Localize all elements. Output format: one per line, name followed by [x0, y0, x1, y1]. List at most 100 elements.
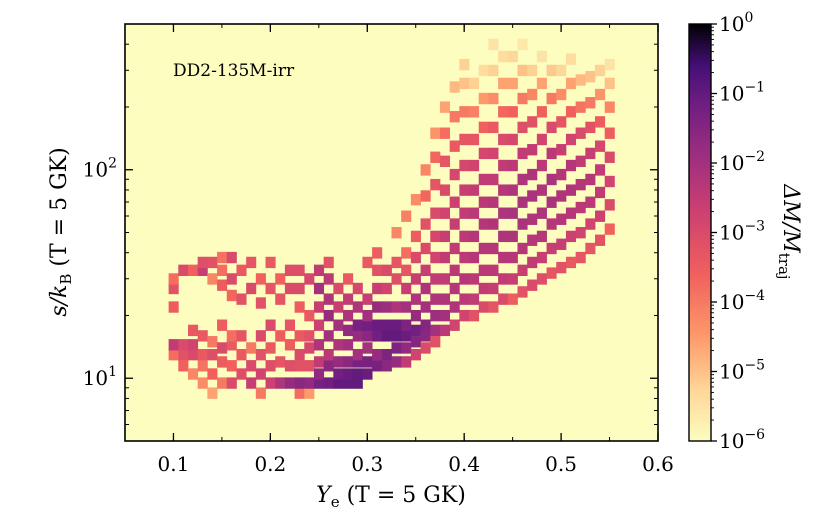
heatmap-cell [420, 164, 431, 176]
heatmap-cell [575, 178, 586, 191]
heatmap-cell [478, 121, 489, 134]
heatmap-cell [556, 144, 567, 156]
heatmap-cell [187, 339, 199, 351]
heatmap-cell [410, 251, 421, 264]
heatmap-cell [178, 339, 189, 351]
heatmap-cell [226, 251, 237, 264]
heatmap-cell [313, 319, 325, 331]
heatmap-cell [488, 301, 499, 313]
colorbar-tick-label: 10−5 [719, 358, 765, 384]
heatmap-cell [507, 293, 518, 305]
heatmap-cell [536, 77, 547, 90]
heatmap-cell [304, 387, 315, 399]
x-tick-label: 0.3 [351, 452, 383, 476]
heatmap-cell [585, 173, 596, 186]
heatmap-cell [410, 348, 421, 361]
heatmap-cell [333, 282, 344, 295]
heatmap-cell [595, 164, 606, 176]
heatmap-cell [313, 377, 325, 389]
heatmap-cell [430, 178, 441, 191]
heatmap-cell [536, 207, 547, 219]
heatmap-cell [469, 159, 480, 172]
heatmap-cell [362, 319, 373, 331]
heatmap-cell [488, 242, 499, 255]
heatmap-cell [381, 330, 392, 342]
heatmap-cell [546, 92, 557, 105]
heatmap-cell [207, 273, 218, 285]
y-tick-label: 101 [83, 364, 117, 390]
colorbar-tick-base: 10 [719, 429, 744, 453]
heatmap-cell [372, 264, 383, 277]
heatmap-cell [585, 242, 596, 255]
heatmap-cell [343, 273, 354, 285]
heatmap-cell [565, 77, 577, 90]
heatmap-cell [284, 264, 295, 277]
heatmap-cell [294, 360, 305, 372]
heatmap-cell [343, 377, 354, 389]
heatmap-cell [459, 133, 470, 146]
heatmap-cell [323, 293, 334, 305]
heatmap-cell [284, 360, 295, 372]
heatmap-cell [420, 242, 431, 255]
heatmap-cell [556, 88, 567, 101]
heatmap-cell [294, 282, 305, 295]
heatmap-cell [381, 319, 392, 331]
heatmap-cell [478, 282, 489, 295]
heatmap-cell [410, 293, 421, 305]
heatmap-cell [430, 127, 441, 139]
heatmap-cell [246, 342, 257, 354]
heatmap-cell [323, 256, 334, 269]
heatmap-cell [459, 273, 470, 285]
heatmap-cell [507, 159, 518, 172]
heatmap-cell [430, 251, 441, 264]
heatmap-cell [517, 147, 528, 160]
heatmap-cell [575, 251, 586, 264]
heatmap-cell [478, 173, 489, 186]
heatmap-cell [294, 377, 305, 389]
heatmap-cell [498, 251, 509, 264]
heatmap-cell [604, 199, 615, 211]
heatmap-cell [459, 58, 470, 71]
heatmap-cell [226, 330, 237, 342]
heatmap-cell [372, 348, 383, 361]
heatmap-cell [352, 319, 363, 331]
y-tick-exponent: 1 [108, 364, 117, 380]
colorbar-tick-exponent: −5 [744, 358, 765, 374]
colorbar-tick-exponent: −4 [744, 288, 765, 304]
heatmap-cell [459, 106, 470, 118]
heatmap-cell [478, 301, 489, 313]
heatmap-cell [459, 159, 470, 172]
heatmap-cell [439, 273, 451, 285]
heatmap-cell [527, 144, 538, 156]
heatmap-cell [604, 151, 615, 163]
heatmap-cell [488, 147, 499, 160]
heatmap-cell [595, 234, 606, 246]
heatmap-cell [362, 293, 373, 305]
heatmap-cell [323, 309, 334, 322]
heatmap-cell [294, 264, 305, 277]
heatmap-cell [498, 273, 509, 285]
heatmap-cell [420, 301, 431, 313]
heatmap-cell [527, 234, 538, 246]
heatmap-cell [439, 251, 451, 264]
heatmap-cell [507, 50, 518, 63]
heatmap-cell [488, 173, 499, 186]
heatmap-cell [449, 196, 460, 208]
heatmap-cell [449, 301, 460, 313]
heatmap-cell [168, 339, 179, 351]
heatmap-cell [488, 218, 499, 230]
heatmap-cell [313, 356, 325, 368]
heatmap-cell [420, 330, 431, 342]
heatmap-cell [391, 342, 402, 354]
heatmap-cell [391, 273, 402, 285]
heatmap-cell [391, 301, 402, 313]
heatmap-cell [595, 116, 606, 128]
heatmap-cell [284, 339, 295, 351]
heatmap-cell [478, 264, 489, 277]
heatmap-cell [449, 319, 460, 331]
heatmap-cell [372, 360, 383, 372]
heatmap-cell [595, 64, 606, 77]
heatmap-cell [410, 336, 421, 348]
heatmap-cell [333, 356, 344, 368]
